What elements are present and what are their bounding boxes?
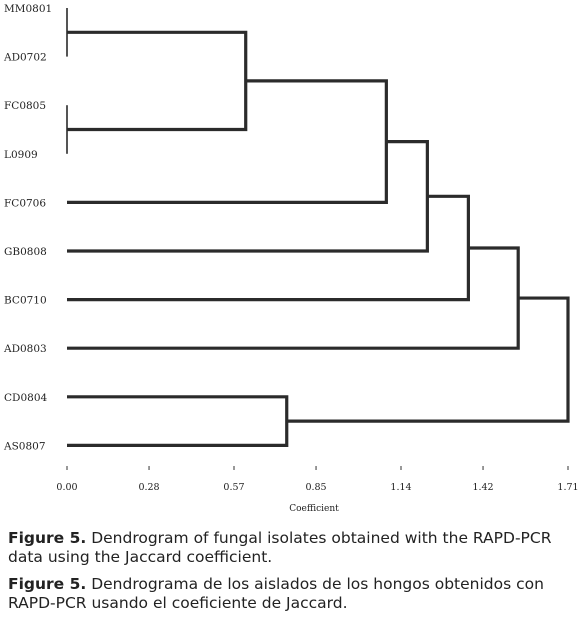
- caption-spanish-label: Figure 5.: [8, 575, 87, 593]
- dendrogram-link-5: [67, 140, 429, 253]
- leaf-label-fc0706: FC0706: [4, 197, 46, 209]
- dendrogram-link-6: [67, 194, 470, 302]
- figure-captions: Figure 5. Dendrogram of fungal isolates …: [8, 529, 568, 621]
- dendrogram-branches: [66, 8, 570, 447]
- dendrogram-link-3: [67, 30, 248, 132]
- caption-english-label: Figure 5.: [8, 529, 87, 547]
- leaf-label-fc0805: FC0805: [4, 100, 46, 112]
- caption-english: Figure 5. Dendrogram of fungal isolates …: [8, 529, 568, 567]
- leaf-label-bc0710: BC0710: [4, 295, 47, 307]
- x-tick-label-0.57: 0.57: [223, 482, 244, 493]
- caption-english-text: Dendrogram of fungal isolates obtained w…: [8, 529, 552, 566]
- leaf-label-mm0801: MM0801: [4, 3, 52, 15]
- dendrogram-link-4: [67, 79, 388, 204]
- x-tick-label-1.14: 1.14: [390, 482, 411, 493]
- x-tick-label-1.71: 1.71: [557, 482, 578, 493]
- x-tick-label-1.42: 1.42: [472, 482, 493, 493]
- caption-spanish: Figure 5. Dendrograma de los aislados de…: [8, 575, 568, 613]
- caption-spanish-text: Dendrograma de los aislados de los hongo…: [8, 575, 544, 612]
- x-tick-label-0.00: 0.00: [56, 482, 77, 493]
- leaf-label-gb0808: GB0808: [4, 246, 47, 258]
- x-axis-title: Coefficient: [289, 504, 339, 514]
- leaf-label-as0807: AS0807: [3, 440, 46, 452]
- leaf-labels: MM0801 AD0702 FC0805 L0909 FC0706 GB0808 BC071…: [3, 3, 52, 452]
- x-tick-label-0.85: 0.85: [305, 482, 326, 493]
- leaf-label-ad0702: AD0702: [3, 52, 47, 64]
- leaf-label-l0909: L0909: [4, 149, 38, 161]
- x-tick-label-0.28: 0.28: [138, 482, 159, 493]
- dendrogram-chart: MM0801 AD0702 FC0805 L0909 FC0706 GB0808 BC071…: [3, 3, 579, 514]
- x-axis: 0.00 0.28 0.57 0.85 1.14 1.42 1.71: [56, 466, 579, 493]
- leaf-label-cd0804: CD0804: [4, 392, 47, 404]
- dendrogram-link-8: [67, 395, 289, 447]
- dendrogram-link-9: [286, 296, 570, 423]
- leaf-label-ad0803: AD0803: [3, 343, 47, 355]
